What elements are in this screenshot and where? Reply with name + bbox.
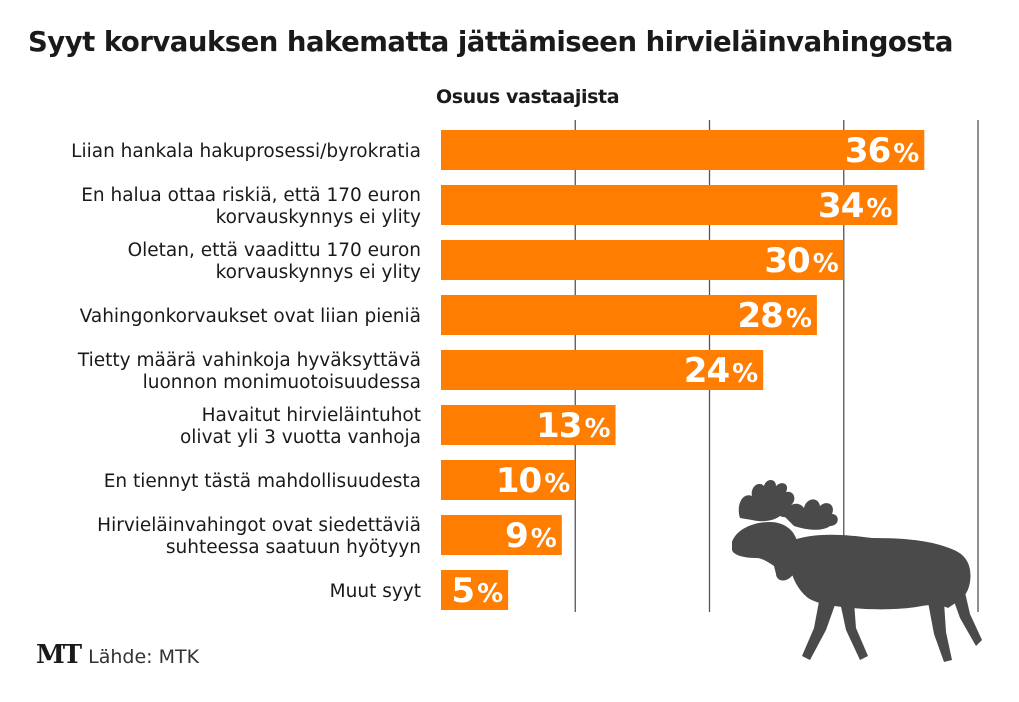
category-label-9: Muut syyt bbox=[330, 581, 421, 602]
publisher-logo: MT bbox=[36, 640, 82, 670]
bars bbox=[441, 130, 925, 610]
value-label-8: 9% bbox=[505, 516, 557, 556]
bar-8 bbox=[441, 515, 562, 555]
bar-1 bbox=[441, 130, 925, 170]
category-label-2: En halua ottaa riskiä, että 170 euron kor… bbox=[81, 185, 421, 228]
axis-title: Osuus vastaajista bbox=[436, 86, 620, 108]
value-labels: 36 % 34 % 30 % 28 % 24 % 13 % 10 % 9 %5% bbox=[451, 131, 920, 611]
bar-9 bbox=[441, 570, 509, 610]
category-label-3: Oletan, että vaadittu 170 euron korvausky… bbox=[128, 240, 421, 283]
value-label-3: 30% bbox=[764, 241, 838, 281]
bar-6 bbox=[441, 405, 616, 445]
source-note: Lähde: MTK bbox=[88, 646, 200, 668]
category-label-4: Vahingonkorvaukset ovat liian pieniä bbox=[80, 306, 421, 327]
value-label-7: 10% bbox=[496, 461, 570, 501]
category-label-7: En tiennyt tästä mahdollisuudesta bbox=[104, 471, 421, 492]
bar-4 bbox=[441, 295, 817, 335]
bar-7 bbox=[441, 460, 576, 500]
moose-icon bbox=[732, 480, 982, 662]
footer: MT Lähde: MTK bbox=[36, 640, 199, 670]
category-label-6: Havaitut hirvieläintuhot olivat yli 3 vuo… bbox=[180, 405, 421, 448]
value-label-4: 28% bbox=[738, 296, 812, 336]
category-label-8: Hirvieläinvahingot ovat siedettäviä suhte… bbox=[97, 515, 421, 558]
bar-3 bbox=[441, 240, 844, 280]
bar-5 bbox=[441, 350, 764, 390]
bar-2 bbox=[441, 185, 898, 225]
value-label-5: 24% bbox=[684, 351, 758, 391]
value-label-2: 34% bbox=[818, 186, 892, 226]
category-labels: Liian hankala hakuprosessi/byrokratia En … bbox=[71, 141, 421, 602]
value-label-1: 36% bbox=[845, 131, 919, 171]
value-label-9: 5% bbox=[451, 571, 503, 611]
category-label-5: Tietty määrä vahinkoja hyväksyttävä luonn… bbox=[77, 350, 421, 393]
category-label-1: Liian hankala hakuprosessi/byrokratia bbox=[71, 141, 421, 162]
value-label-6: 13% bbox=[536, 406, 610, 446]
chart-title: Syyt korvauksen hakematta jättämiseen hi… bbox=[28, 26, 953, 58]
